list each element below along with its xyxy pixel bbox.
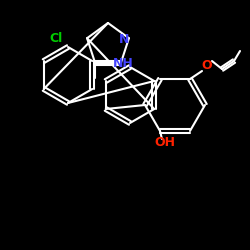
Text: N: N	[119, 33, 129, 46]
Text: Cl: Cl	[50, 32, 62, 46]
Text: O: O	[202, 58, 212, 71]
Text: OH: OH	[154, 136, 176, 149]
Text: NH: NH	[112, 57, 133, 70]
